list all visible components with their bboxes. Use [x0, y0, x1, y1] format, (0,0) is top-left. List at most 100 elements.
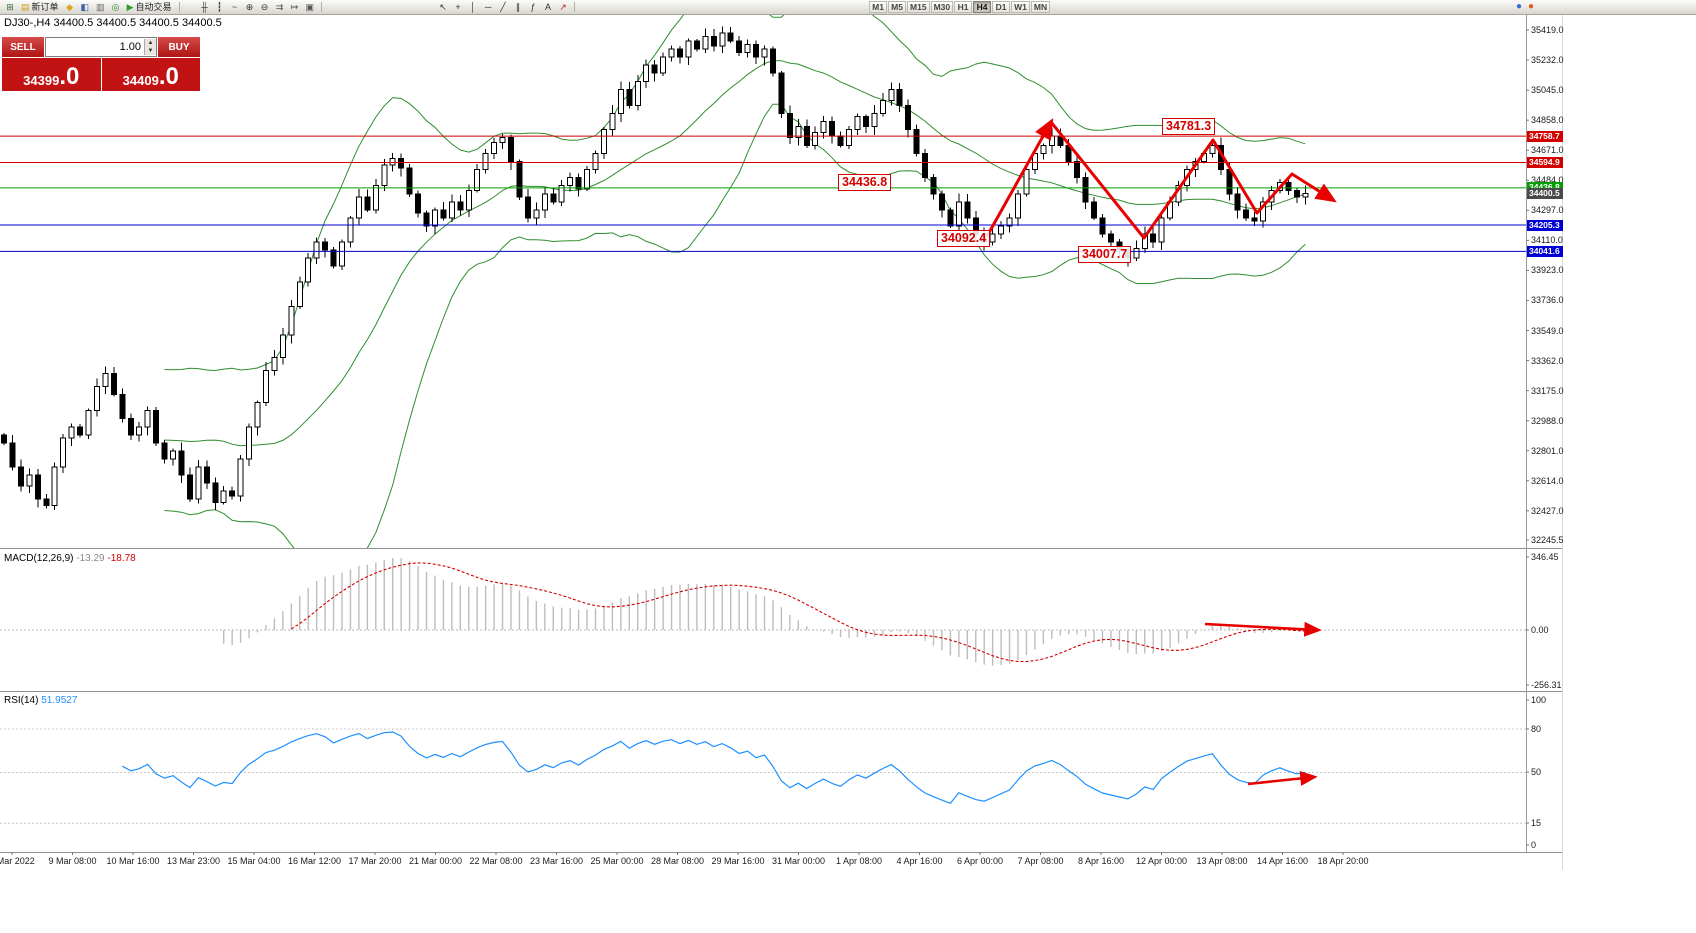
price-annotation[interactable]: 34781.3	[1162, 118, 1216, 135]
volume-spinner: ▲ ▼	[144, 39, 156, 55]
navigator-icon-glyph: ▥	[96, 2, 105, 12]
channel-glyph: ∥	[515, 2, 521, 12]
volume-field[interactable]: 1.00 ▲ ▼	[45, 37, 157, 57]
horizontal-line-button[interactable]: ─	[481, 1, 495, 13]
price-tick: 32801.0	[1531, 445, 1564, 456]
rsi-scale-label: 0	[1531, 840, 1537, 850]
autotrading-button[interactable]: ▶ 自动交易	[124, 1, 175, 13]
timeframe-w1-button[interactable]: W1	[1011, 1, 1030, 13]
news-icon[interactable]: ●	[1528, 1, 1535, 12]
time-label: 15 Mar 04:00	[227, 856, 281, 866]
auto-scroll-button[interactable]: ⇉	[273, 1, 287, 13]
timeframe-m1-button[interactable]: M1	[869, 1, 888, 13]
time-label: 22 Mar 08:00	[469, 856, 523, 866]
rsi-value: 51.9527	[41, 695, 78, 706]
price-tick: 35232.0	[1531, 55, 1564, 66]
macd-scale-label: 0.00	[1531, 625, 1549, 635]
buy-button[interactable]: BUY	[158, 37, 200, 57]
sell-button[interactable]: SELL	[2, 37, 44, 57]
price-tick: 34297.0	[1531, 205, 1564, 216]
rsi-label: RSI(14) 51.9527	[4, 695, 77, 706]
rsi-name: RSI(14)	[4, 695, 39, 706]
market-watch-icon[interactable]: ◆	[63, 1, 77, 13]
timeframe-mn-button[interactable]: MN	[1030, 1, 1051, 13]
timeframe-d1-button[interactable]: D1	[992, 1, 1011, 13]
time-label: 12 Apr 00:00	[1135, 856, 1188, 866]
timeframe-h1-button-label: H1	[957, 2, 969, 12]
chart-shift-button[interactable]: ↦	[288, 1, 302, 13]
bar-chart-button[interactable]: ╫	[198, 1, 212, 13]
time-label: 4 Apr 16:00	[896, 856, 943, 866]
data-window-icon[interactable]: ◧	[78, 1, 93, 13]
sell-price-button[interactable]: 34399.0	[2, 58, 101, 91]
timeframe-m5-button[interactable]: M5	[888, 1, 907, 13]
macd-label: MACD(12,26,9) -13.29 -18.78	[4, 553, 136, 564]
strategy-tester-icon[interactable]: ◎	[109, 1, 123, 13]
rsi-scale-label: 80	[1531, 724, 1542, 734]
time-label: 13 Mar 23:00	[166, 856, 221, 866]
timeframe-m30-button[interactable]: M30	[930, 1, 954, 13]
time-label: 28 Mar 08:00	[650, 856, 705, 866]
volume-decrease-button[interactable]: ▼	[145, 47, 156, 55]
new-order-glyph: ▤	[21, 2, 30, 12]
time-label: 23 Mar 16:00	[529, 856, 584, 866]
cursor-button[interactable]: ↖	[436, 1, 450, 13]
community-icon[interactable]: ●	[1516, 1, 1523, 12]
macd-name: MACD(12,26,9)	[4, 553, 74, 564]
timeframe-m5-button-label: M5	[891, 2, 903, 12]
candlestick-button[interactable]: ┇	[213, 1, 227, 13]
toolbar-separator	[178, 2, 180, 12]
timeframe-m15-button[interactable]: M15	[907, 1, 930, 13]
candlestick-glyph: ┇	[216, 2, 223, 12]
price-tick: 32245.5	[1531, 535, 1564, 545]
rsi-scale-label: 100	[1531, 695, 1547, 705]
volume-value[interactable]: 1.00	[119, 41, 141, 53]
price-tick: 33923.0	[1531, 265, 1564, 276]
crosshair-button[interactable]: +	[451, 1, 465, 13]
timeframe-m30-button-label: M30	[933, 2, 951, 12]
line-chart-glyph: ~	[231, 2, 238, 12]
horizontal-line-glyph: ─	[484, 2, 492, 12]
timeframe-h1-button[interactable]: H1	[954, 1, 973, 13]
volume-increase-button[interactable]: ▲	[145, 39, 156, 47]
tile-windows-button[interactable]: ▣	[303, 1, 318, 13]
price-tick: 33362.0	[1531, 355, 1564, 366]
price-annotation[interactable]: 34436.8	[838, 174, 892, 191]
price-tick: 32427.0	[1531, 505, 1564, 516]
timeframe-d1-button-label: D1	[995, 2, 1007, 12]
price-annotation[interactable]: 34092.4	[937, 230, 991, 247]
zoom-in-button[interactable]: ⊕	[243, 1, 257, 13]
timeframe-h4-button[interactable]: H4	[973, 1, 992, 13]
price-level-tag: 34594.9	[1527, 156, 1563, 168]
buy-price-button[interactable]: 34409.0	[101, 58, 200, 91]
new-order-button[interactable]: ▤ 新订单	[18, 1, 62, 13]
price-level-tag: 34205.3	[1527, 219, 1563, 231]
arrows-button[interactable]: ↗	[556, 1, 570, 13]
price-annotation[interactable]: 34007.7	[1078, 246, 1132, 263]
symbol-title: DJ30-,H4 34400.5 34400.5 34400.5 34400.5	[4, 17, 222, 29]
chart-shift-glyph: ↦	[290, 2, 299, 12]
channel-button[interactable]: ∥	[511, 1, 525, 13]
time-label: 17 Mar 20:00	[348, 856, 402, 866]
line-chart-button[interactable]: ~	[228, 1, 242, 13]
vertical-line-button[interactable]: │	[466, 1, 480, 13]
fibonacci-button[interactable]: ƒ	[526, 1, 540, 13]
toolbar-group-line-studies: ↖ + │ ─ ╱ ∥ ƒ A ↗	[436, 1, 570, 13]
timeframe-mn-button-label: MN	[1033, 2, 1048, 12]
buy-price-main: 34409	[122, 73, 159, 88]
navigator-icon[interactable]: ▥	[93, 1, 108, 13]
text-button[interactable]: A	[541, 1, 555, 13]
trendline-button[interactable]: ╱	[496, 1, 510, 13]
timeframe-h4-button-label: H4	[976, 2, 988, 12]
macd-main-value: -13.29	[76, 553, 105, 564]
zoom-out-button[interactable]: ⊖	[258, 1, 272, 13]
new-chart-button[interactable]: ⊞	[3, 1, 17, 13]
time-label: 10 Mar 16:00	[106, 856, 160, 866]
macd-scale-label: -256.31	[1531, 680, 1562, 690]
time-label: 25 Mar 00:00	[590, 856, 644, 866]
